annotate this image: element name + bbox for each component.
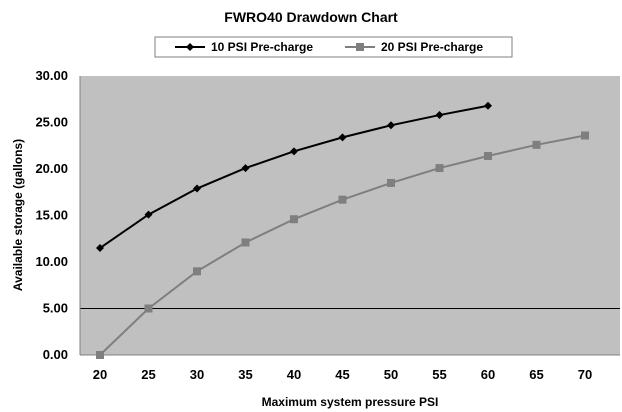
x-tick-label: 35	[238, 367, 252, 382]
data-point	[484, 152, 492, 160]
legend-label: 20 PSI Pre-charge	[381, 40, 483, 54]
chart-title: FWRO40 Drawdown Chart	[224, 9, 398, 25]
x-axis-label: Maximum system pressure PSI	[262, 395, 439, 409]
data-point	[290, 215, 298, 223]
y-tick-label: 5.00	[43, 301, 68, 316]
data-point	[581, 132, 589, 140]
y-tick-label: 30.00	[35, 68, 68, 83]
x-tick-label: 40	[287, 367, 301, 382]
data-point	[339, 196, 347, 204]
data-point	[242, 238, 250, 246]
x-tick-label: 50	[384, 367, 398, 382]
legend: 10 PSI Pre-charge 20 PSI Pre-charge	[155, 37, 512, 57]
y-tick-label: 20.00	[35, 161, 68, 176]
data-point	[533, 141, 541, 149]
plot-area	[80, 76, 620, 355]
x-tick-label: 55	[432, 367, 446, 382]
x-tick-label: 60	[481, 367, 495, 382]
data-point	[387, 179, 395, 187]
y-axis-label: Available storage (gallons)	[11, 139, 25, 291]
data-point	[145, 305, 153, 313]
x-tick-label: 65	[529, 367, 543, 382]
data-point	[436, 164, 444, 172]
y-tick-label: 0.00	[43, 347, 68, 362]
data-point	[96, 351, 104, 359]
legend-label: 10 PSI Pre-charge	[211, 40, 313, 54]
y-tick-label: 10.00	[35, 254, 68, 269]
y-tick-label: 15.00	[35, 208, 68, 223]
legend-marker	[356, 43, 364, 51]
x-tick-label: 25	[141, 367, 155, 382]
x-tick-label: 30	[190, 367, 204, 382]
data-point	[193, 267, 201, 275]
x-tick-label: 20	[93, 367, 107, 382]
x-tick-label: 45	[335, 367, 349, 382]
x-tick-label: 70	[578, 367, 592, 382]
y-tick-label: 25.00	[35, 115, 68, 130]
